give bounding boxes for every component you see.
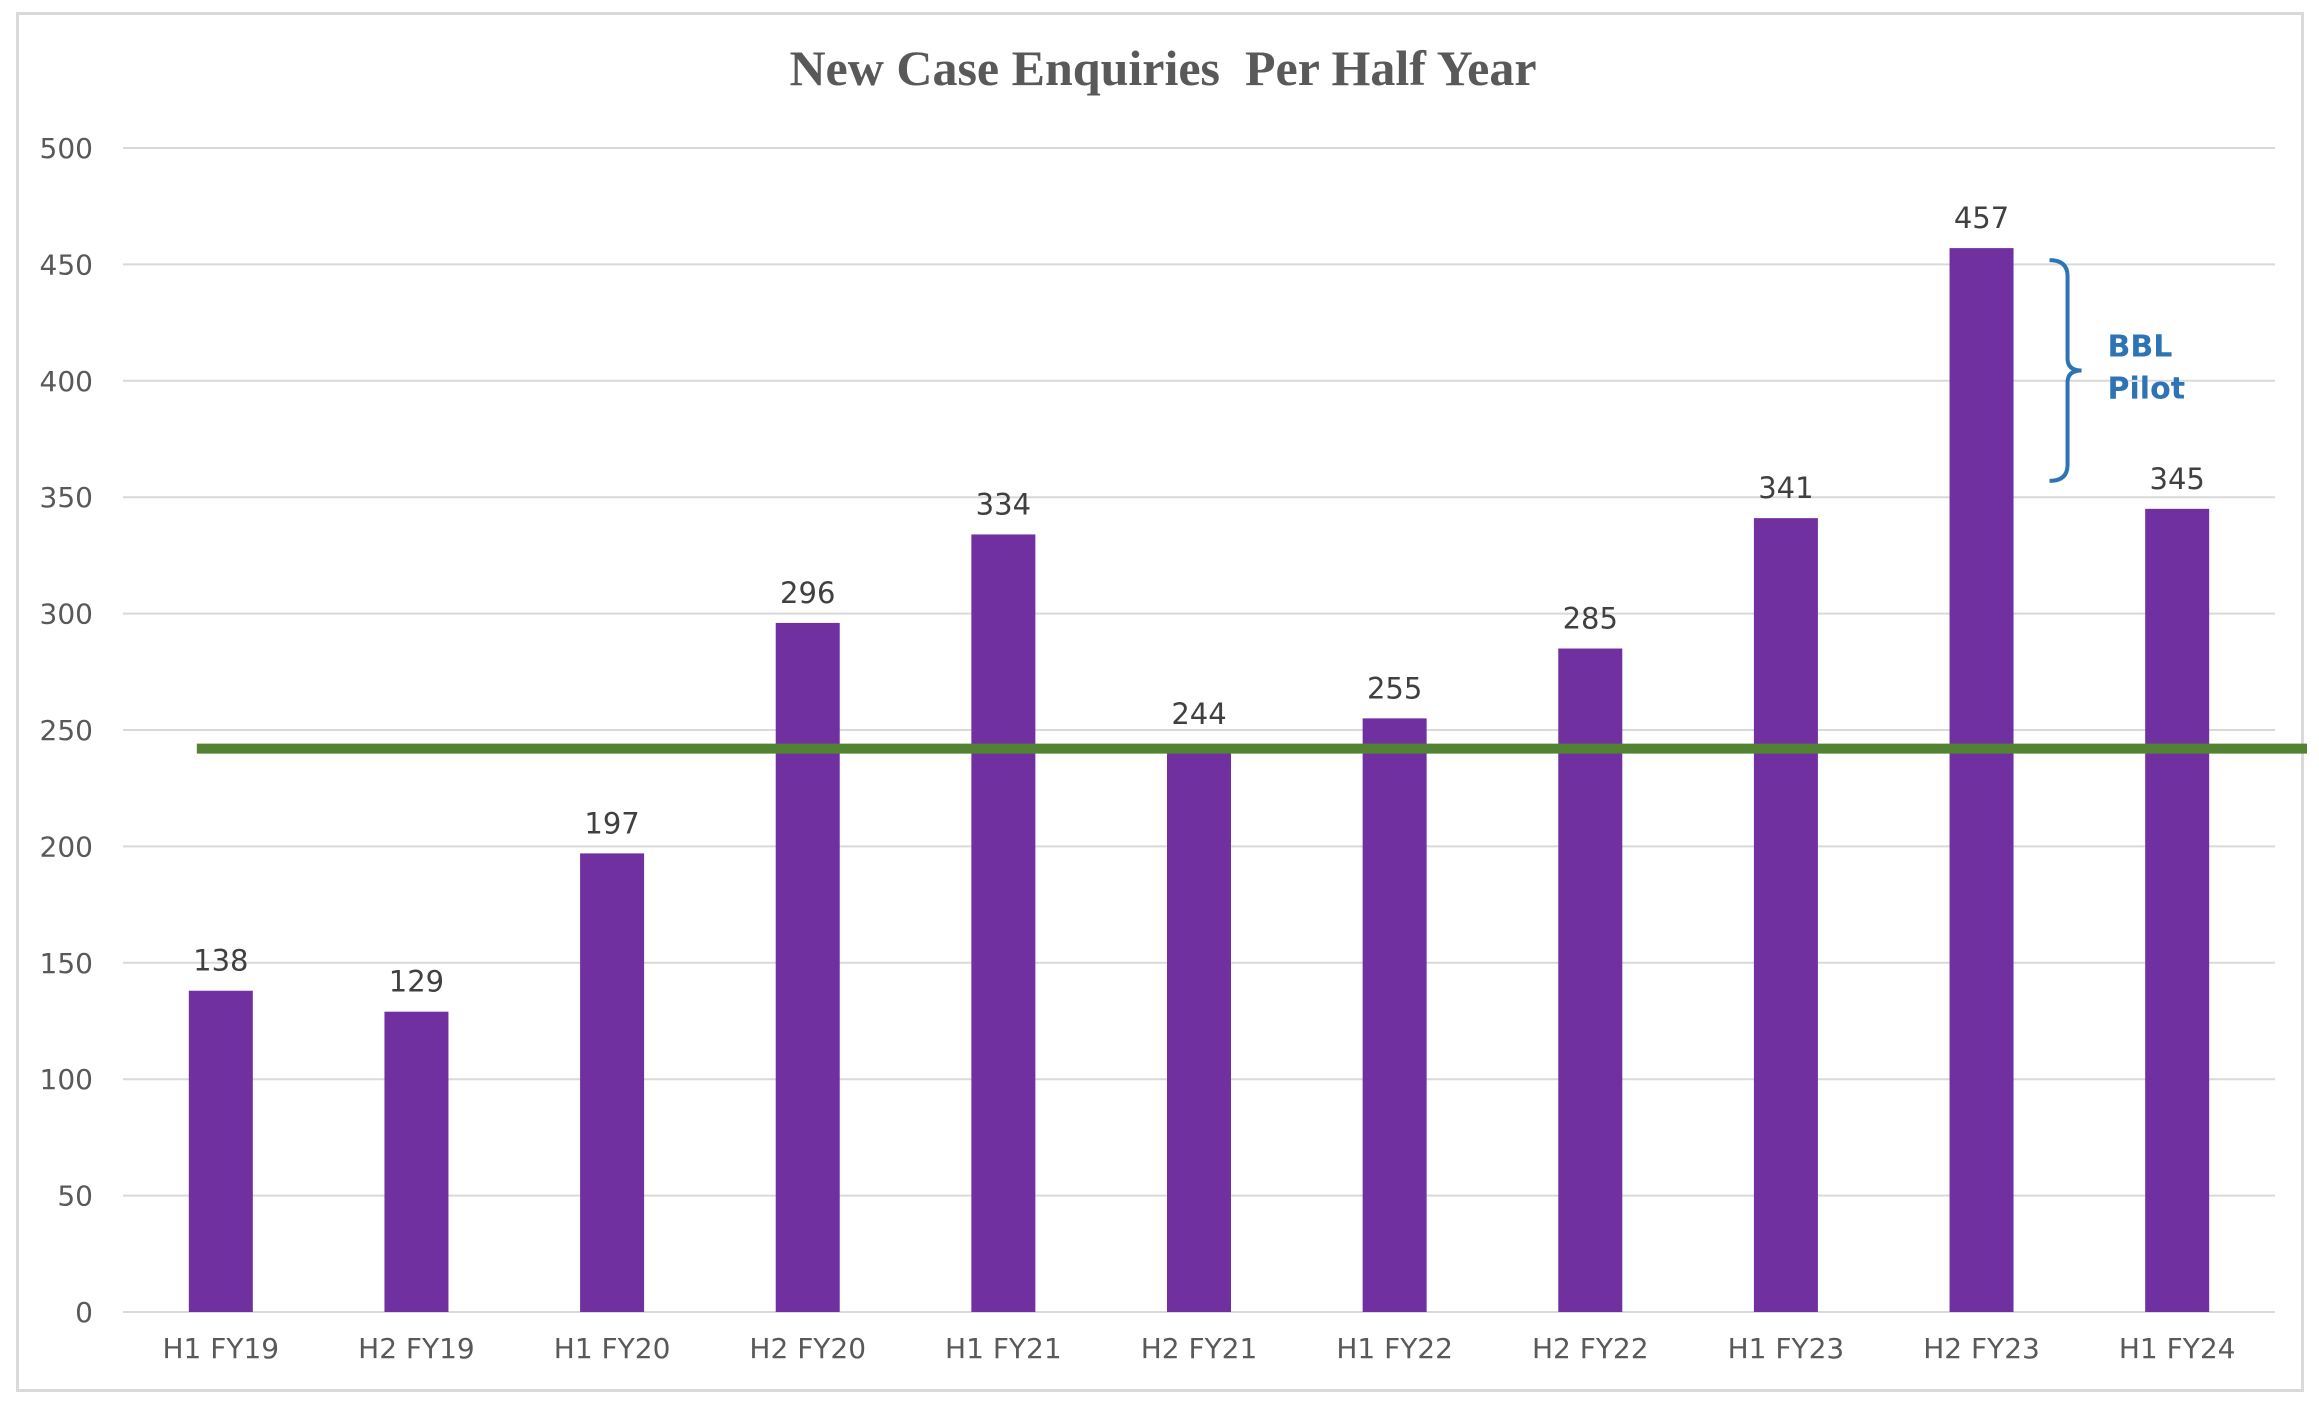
bar <box>384 1011 449 1312</box>
y-tick-label: 350 <box>40 481 93 514</box>
x-tick-label: H1 FY20 <box>554 1332 671 1365</box>
bar <box>2145 508 2210 1313</box>
data-label: 345 <box>2150 462 2205 496</box>
annotation-label-pilot: Pilot <box>2108 371 2186 406</box>
bbl-pilot-annotation: BBL Pilot <box>2049 258 2186 483</box>
y-axis-ticks: 0 50 100 150 200 250 300 350 400 450 500 <box>40 132 93 1329</box>
y-tick-label: 250 <box>40 714 93 747</box>
y-tick-label: 0 <box>75 1296 93 1329</box>
x-tick-label: H1 FY22 <box>1336 1332 1453 1365</box>
y-tick-label: 300 <box>40 598 93 631</box>
bar <box>580 853 645 1312</box>
annotation-label-bbl: BBL <box>2108 329 2173 364</box>
y-tick-label: 500 <box>40 132 93 165</box>
y-tick-label: 50 <box>57 1180 93 1213</box>
x-tick-label: H2 FY19 <box>358 1332 475 1365</box>
data-label: 244 <box>1171 697 1226 731</box>
data-label: 334 <box>976 487 1031 521</box>
chart-title: New Case Enquiries Per Half Year <box>789 40 1536 96</box>
x-tick-label: H1 FY19 <box>163 1332 280 1365</box>
bar <box>1949 248 2014 1312</box>
x-tick-label: H1 FY24 <box>2119 1332 2236 1365</box>
x-tick-label: H1 FY21 <box>945 1332 1062 1365</box>
y-tick-label: 400 <box>40 365 93 398</box>
bar-chart: New Case Enquiries Per Half Year 0 50 100 1… <box>40 40 2307 1365</box>
y-tick-label: 450 <box>40 248 93 281</box>
data-label: 457 <box>1954 201 2009 235</box>
x-tick-label: H2 FY21 <box>1141 1332 1258 1365</box>
bar <box>188 990 253 1312</box>
data-label: 197 <box>584 806 639 840</box>
bar <box>971 534 1036 1312</box>
data-labels: 138 129 197 296 334 244 255 285 341 457 345 <box>193 201 2205 999</box>
y-tick-label: 100 <box>40 1063 93 1096</box>
bar <box>1558 648 1623 1312</box>
bar <box>775 622 840 1312</box>
x-tick-label: H2 FY23 <box>1923 1332 2040 1365</box>
data-label: 285 <box>1563 602 1618 636</box>
x-axis-ticks: H1 FY19 H2 FY19 H1 FY20 H2 FY20 H1 FY21 H2 FY… <box>163 1332 2236 1365</box>
x-tick-label: H2 FY20 <box>749 1332 866 1365</box>
bar <box>1753 518 1818 1312</box>
bar <box>1167 743 1231 1312</box>
data-label: 129 <box>389 965 444 999</box>
data-label: 341 <box>1758 471 1813 505</box>
y-tick-label: 150 <box>40 947 93 980</box>
x-tick-label: H1 FY23 <box>1728 1332 1845 1365</box>
bars <box>188 248 2210 1313</box>
annotation-brace <box>2049 258 2082 483</box>
data-label: 296 <box>780 576 835 610</box>
data-label: 138 <box>193 944 248 978</box>
x-tick-label: H2 FY22 <box>1532 1332 1649 1365</box>
data-label: 255 <box>1367 671 1422 705</box>
y-tick-label: 200 <box>40 830 93 863</box>
bar <box>1362 718 1427 1312</box>
chart-frame: New Case Enquiries Per Half Year 0 50 100 1… <box>16 12 2307 1392</box>
